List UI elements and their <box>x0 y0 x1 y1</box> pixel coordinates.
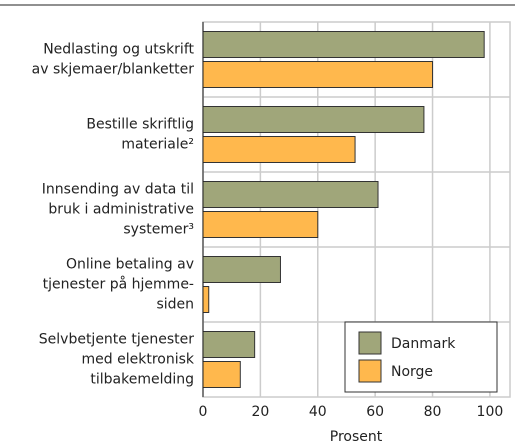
bar <box>202 331 256 358</box>
x-tick-label: 40 <box>309 404 327 420</box>
x-tick-label: 100 <box>477 404 504 420</box>
y-tick-label: Nedlasting og utskrift <box>43 42 194 58</box>
y-tick-label: Innsending av data til <box>42 182 194 198</box>
x-tick-label: 20 <box>251 404 269 420</box>
y-tick-label: Selvbetjente tjenester <box>39 332 194 348</box>
y-tick-label: bruk i administrative <box>48 202 194 218</box>
bar <box>202 106 425 133</box>
legend-label: Norge <box>391 364 433 380</box>
bar <box>202 286 210 313</box>
bar <box>202 61 434 88</box>
bar <box>202 211 319 238</box>
bar <box>202 31 485 58</box>
legend-label: Danmark <box>391 336 456 352</box>
y-tick-label: Bestille skriftlig <box>86 117 194 133</box>
y-tick-label: systemer³ <box>123 222 194 238</box>
bar <box>202 256 281 283</box>
y-tick-label: tilbakemelding <box>90 372 194 388</box>
bar <box>202 361 241 388</box>
bar <box>202 181 379 208</box>
x-tick-label: 0 <box>199 404 208 420</box>
y-tick-label: materiale² <box>121 137 194 153</box>
x-tick-label: 60 <box>366 404 384 420</box>
bar <box>202 136 356 163</box>
x-axis-label: Prosent <box>330 429 383 444</box>
y-tick-label: Online betaling av <box>66 257 194 273</box>
legend-swatch <box>358 331 382 355</box>
y-tick-label: siden <box>156 297 194 313</box>
legend-swatch <box>358 359 382 383</box>
x-tick-label: 80 <box>424 404 442 420</box>
y-tick-label: tjenester på hjemme- <box>43 276 194 293</box>
y-tick-label: med elektronisk <box>82 352 195 368</box>
y-tick-label: av skjemaer/blanketter <box>32 62 195 78</box>
